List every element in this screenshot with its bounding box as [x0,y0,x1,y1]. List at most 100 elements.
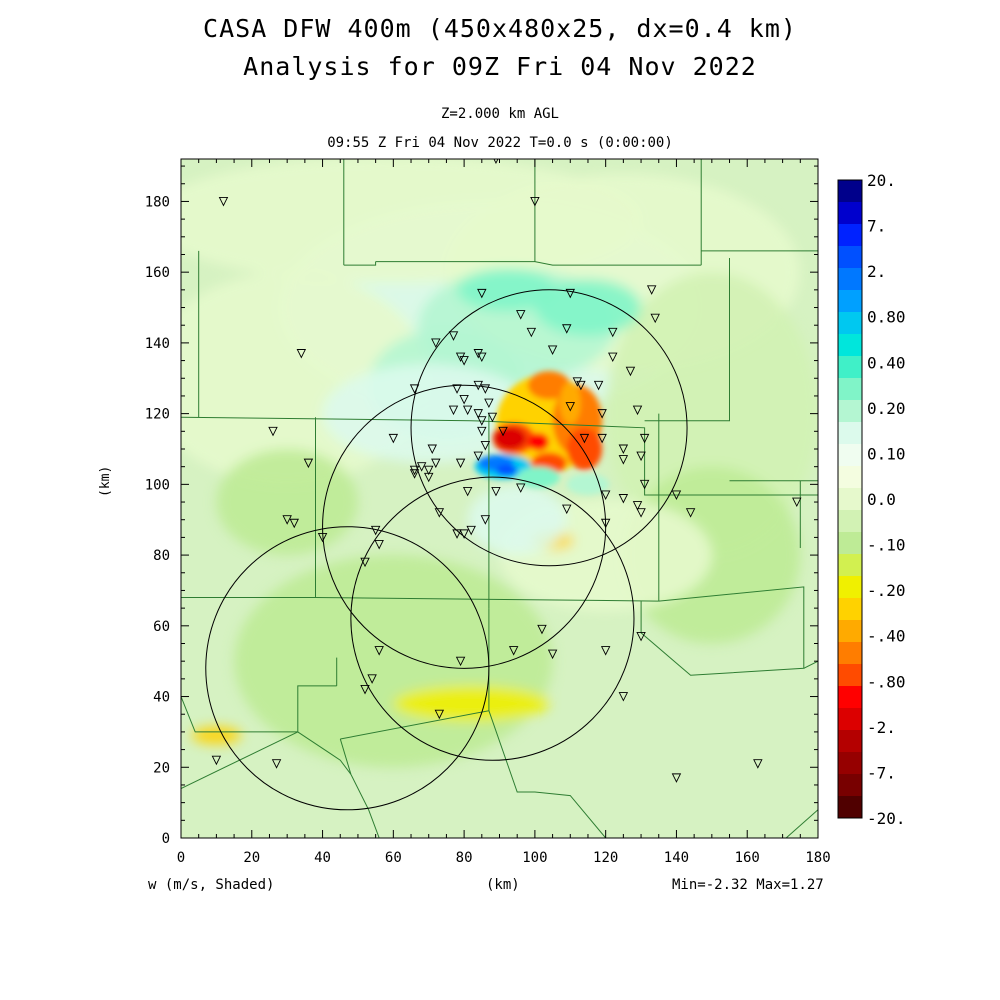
station-marker [530,196,540,207]
colorbar-label: -20. [867,809,906,828]
colorbar-swatch [838,312,862,335]
station-marker [632,501,643,511]
colorbar-swatch [838,532,862,555]
y-axis-label: (km) [98,465,113,497]
y-tick-label: 0 [162,831,170,847]
x-tick-label: 0 [177,850,185,866]
station-marker [427,444,437,454]
colorbar-label: -.80 [867,672,906,691]
station-marker [608,352,618,363]
station-marker [452,529,462,539]
station-marker [547,345,558,355]
colorbar-swatch [838,224,862,247]
station-marker [565,288,576,299]
station-marker [388,433,399,444]
field-patch [534,279,642,336]
x-tick-label: 180 [805,850,830,866]
station-marker [477,352,487,363]
colorbar-swatch [838,246,862,269]
station-marker [282,515,292,525]
x-tick-label: 160 [735,850,760,866]
county-boundaries [181,159,818,838]
y-tick-label: 80 [153,548,170,564]
station-marker [423,472,434,483]
station-marker [480,384,491,394]
station-marker [608,327,618,338]
stations [211,159,802,783]
county-boundary [640,586,805,676]
station-marker [639,479,650,490]
station-marker [636,631,646,642]
station-marker [374,540,384,550]
colorbar-label: 2. [867,262,886,281]
colorbar-swatch [838,642,862,665]
station-marker [685,508,696,518]
colorbar-swatch [838,356,862,379]
colorbar-swatch [838,400,862,423]
field-patch [457,268,557,312]
station-marker [367,674,377,684]
x-axis-label: (km) [486,877,520,893]
station-marker [434,508,445,518]
county-boundary [803,660,818,669]
field-core-patch [527,371,571,400]
station-marker [473,451,483,462]
y-tick-label: 20 [153,760,170,776]
station-marker [753,759,763,769]
county-boundary [375,261,702,266]
x-tick-label: 120 [593,850,618,866]
station-marker [296,349,307,359]
colorbar-swatch [838,708,862,731]
colorbar-swatch [838,510,862,533]
station-marker [462,486,473,497]
colorbar-label: -2. [867,718,896,737]
station-marker [409,469,420,479]
station-marker [473,349,483,359]
x-tick-label: 140 [664,850,689,866]
station-marker [360,685,370,695]
chart-title: CASA DFW 400m (450x480x25, dx=0.4 km) [203,14,797,43]
colorbar-swatch [838,796,862,819]
field-core-patch [559,381,581,425]
station-marker [477,288,487,299]
station-marker [271,759,282,769]
station-marker [477,426,487,437]
station-marker [565,402,576,412]
min-max-label: Min=-2.32 Max=1.27 [672,877,824,893]
station-marker [459,529,469,539]
county-boundary [339,738,380,838]
colorbar-swatch [838,202,862,225]
station-marker [516,310,526,320]
field-patch [234,555,553,768]
colorbar-swatch [838,752,862,775]
colorbar: 20. 7. 2. 0.80 0.40 0.20 0.10 0.0 -.10 -.20 -.40 -.… [837,171,906,828]
county-boundary [644,258,730,422]
station-marker [448,405,459,416]
x-tick-label: 40 [314,850,331,866]
station-marker [646,285,657,295]
y-tick-label: 60 [153,619,170,635]
station-marker [491,486,501,497]
station-marker [625,366,636,377]
field-patch [191,726,242,745]
county-boundary [181,416,818,496]
colorbar-swatch [838,466,862,489]
colorbar-label: 0.10 [867,444,906,463]
colorbar-swatch [838,334,862,357]
station-marker [303,458,314,469]
station-marker [480,441,491,451]
colorbar-swatch [838,598,862,621]
station-marker [618,444,629,454]
colorbar-swatch [838,268,862,291]
colorbar-label: -7. [867,763,896,782]
station-marker [423,465,434,476]
station-marker [498,426,508,437]
station-marker [632,405,643,416]
station-marker [455,352,466,363]
colorbar-label: 0.40 [867,353,906,372]
colorbar-swatch [838,488,862,511]
y-tick-label: 180 [145,194,170,210]
y-tick-label: 40 [153,690,170,706]
field-core-patch [566,473,610,495]
